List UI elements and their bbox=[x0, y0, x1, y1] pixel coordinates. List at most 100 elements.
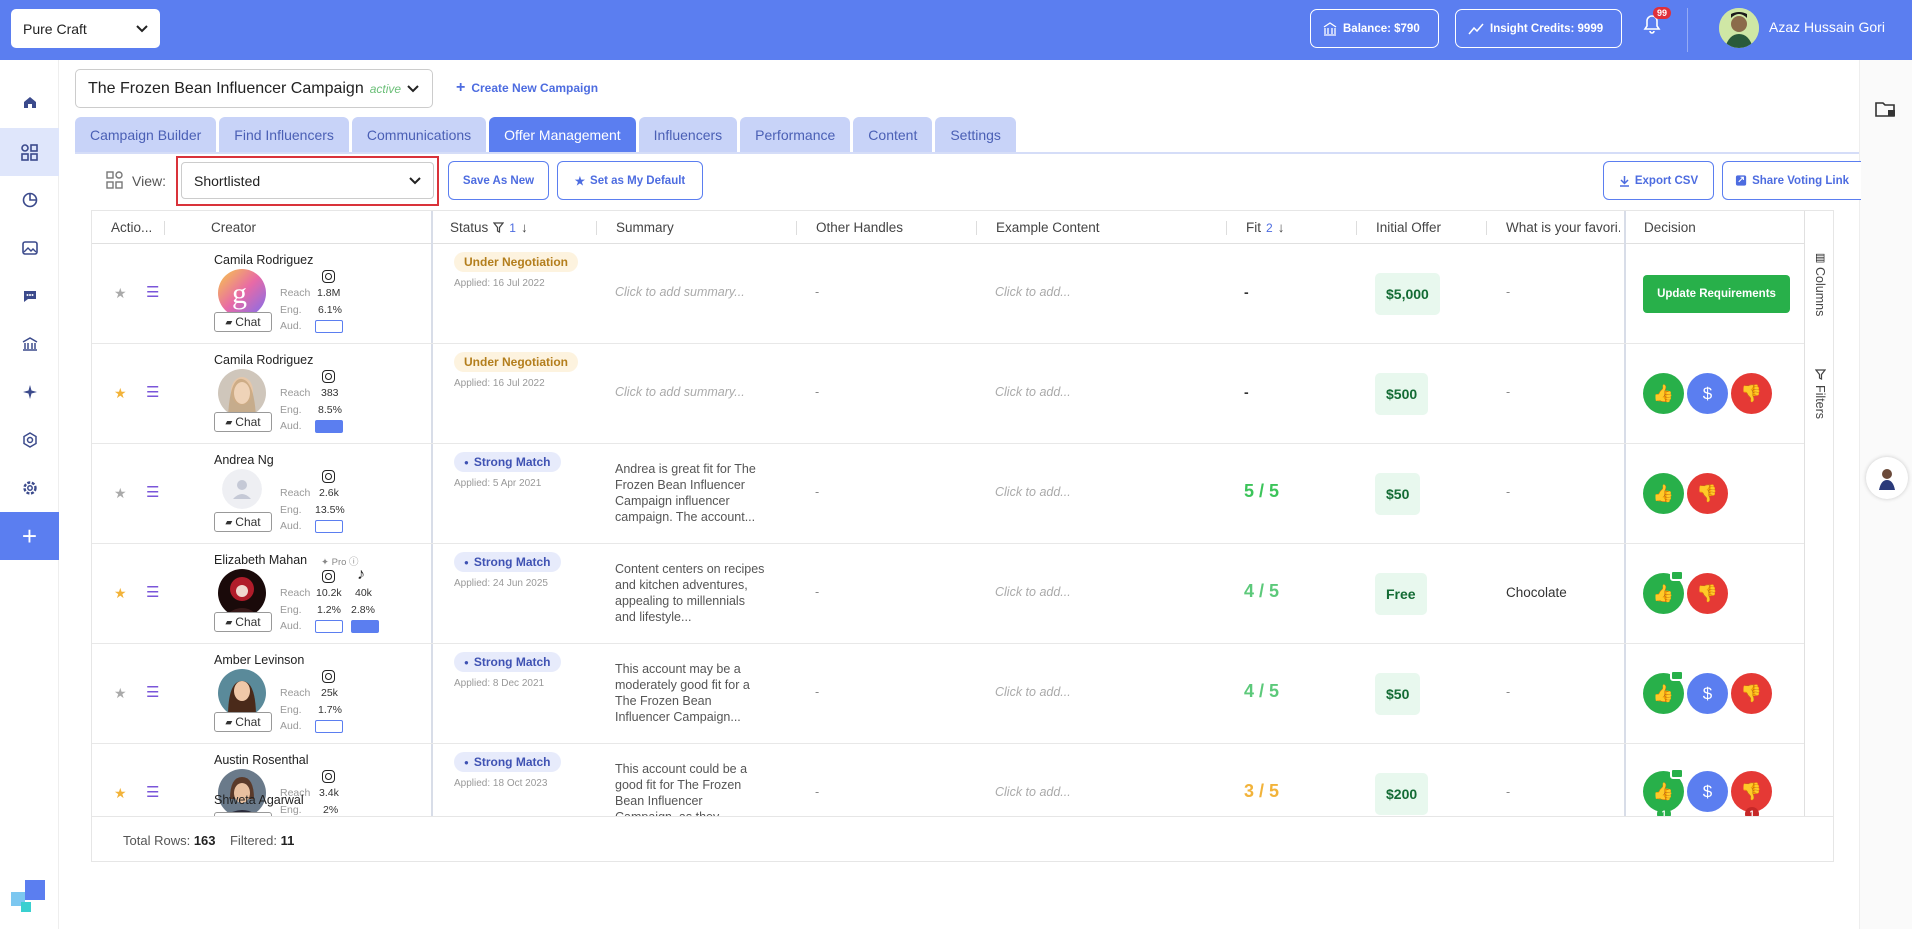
image-icon[interactable] bbox=[0, 224, 59, 272]
star-icon[interactable]: ★ bbox=[114, 485, 127, 501]
creator-name[interactable]: Amber Levinson bbox=[214, 653, 305, 667]
summary-placeholder[interactable]: Click to add summary... bbox=[615, 285, 745, 299]
audience-lock-icon[interactable] bbox=[315, 720, 343, 733]
instagram-icon[interactable] bbox=[322, 470, 335, 483]
dollar-icon[interactable]: $ bbox=[1687, 771, 1728, 812]
folder-lock-icon[interactable] bbox=[1875, 100, 1897, 123]
summary-placeholder[interactable]: Click to add summary... bbox=[615, 385, 745, 399]
creator-name[interactable]: Shweta Agarwal bbox=[214, 793, 304, 807]
tab-settings[interactable]: Settings bbox=[935, 117, 1016, 152]
pie-chart-icon[interactable] bbox=[0, 176, 59, 224]
chat-button[interactable]: ▰Chat bbox=[214, 612, 272, 632]
audience-chart-icon[interactable] bbox=[315, 420, 343, 433]
thumbs-down-icon[interactable]: 👎 bbox=[1687, 473, 1728, 514]
list-icon[interactable]: ☰ bbox=[146, 284, 160, 301]
tab-offer-management[interactable]: Offer Management bbox=[489, 117, 636, 152]
dashboard-icon[interactable] bbox=[0, 128, 59, 176]
tab-performance[interactable]: Performance bbox=[740, 117, 851, 152]
thumbs-down-icon[interactable]: 👎 bbox=[1731, 373, 1772, 414]
thumbs-up-icon[interactable]: 👍 bbox=[1643, 673, 1684, 714]
table-row[interactable]: ★ ☰ Elizabeth Mahan ✦ Pro ⓘ ▰ Chat ♪ Reac… bbox=[92, 544, 1804, 644]
update-requirements-button[interactable]: Update Requirements bbox=[1643, 275, 1790, 313]
table-row[interactable]: ★ ☰ Andrea Ng ▰ Chat Reach 2.6k Eng. 13.5… bbox=[92, 444, 1804, 544]
hexagon-icon[interactable] bbox=[0, 416, 59, 464]
example-content-placeholder[interactable]: Click to add... bbox=[995, 385, 1071, 399]
offer-badge[interactable]: $500 bbox=[1375, 373, 1429, 415]
create-campaign-button[interactable]: + Create New Campaign bbox=[456, 79, 598, 97]
chat-icon[interactable] bbox=[0, 272, 59, 320]
star-icon[interactable]: ★ bbox=[114, 585, 127, 601]
chat-button[interactable]: ▰Chat bbox=[214, 512, 272, 532]
table-row[interactable]: ★ ☰ Camila Rodriguez g ▰ Chat Reach 1.8M … bbox=[92, 244, 1804, 344]
offer-badge[interactable]: $5,000 bbox=[1375, 273, 1440, 315]
gear-icon[interactable] bbox=[0, 464, 59, 512]
bank-icon[interactable] bbox=[0, 320, 59, 368]
tab-campaign-builder[interactable]: Campaign Builder bbox=[75, 117, 217, 152]
star-icon[interactable]: ★ bbox=[114, 285, 127, 301]
instagram-icon[interactable] bbox=[322, 270, 335, 283]
balance-button[interactable]: Balance: $790 bbox=[1310, 9, 1439, 48]
chat-button[interactable]: ▰Chat bbox=[214, 712, 272, 732]
creator-name[interactable]: Elizabeth Mahan bbox=[214, 553, 308, 567]
audience-lock-icon[interactable] bbox=[315, 520, 343, 533]
add-icon[interactable]: + bbox=[0, 512, 59, 560]
thumbs-up-icon[interactable]: 👍 bbox=[1643, 573, 1684, 614]
summary-text[interactable]: Andrea is great fit for The Frozen Bean … bbox=[615, 462, 756, 524]
instagram-icon[interactable] bbox=[322, 770, 335, 783]
creator-name[interactable]: Andrea Ng bbox=[214, 453, 274, 467]
chat-button[interactable]: ▰Chat bbox=[214, 312, 272, 332]
column-decision[interactable]: Decision bbox=[1644, 220, 1696, 235]
offer-badge[interactable]: $50 bbox=[1375, 473, 1421, 515]
tab-find-influencers[interactable]: Find Influencers bbox=[219, 117, 349, 152]
example-content-placeholder[interactable]: Click to add... bbox=[995, 585, 1071, 599]
insight-credits-button[interactable]: Insight Credits: 9999 bbox=[1455, 9, 1622, 48]
user-avatar[interactable] bbox=[1719, 8, 1759, 48]
campaign-select[interactable]: The Frozen Bean Influencer Campaign acti… bbox=[75, 69, 433, 108]
dollar-icon[interactable]: $ bbox=[1687, 673, 1728, 714]
save-as-new-button[interactable]: Save As New bbox=[448, 161, 549, 200]
column-creator[interactable]: Creator bbox=[211, 220, 257, 235]
table-row[interactable]: ★ ☰ Camila Rodriguez ▰ Chat Reach 383 Eng… bbox=[92, 344, 1804, 444]
audience-lock-icon[interactable] bbox=[315, 320, 343, 333]
star-icon[interactable]: ★ bbox=[114, 385, 127, 401]
table-row[interactable]: ★ ☰ Austin Rosenthal ▰Chat Reach 3.4k En… bbox=[92, 744, 1804, 844]
offer-badge[interactable]: Free bbox=[1375, 573, 1427, 615]
thumbs-down-icon[interactable]: 👎 bbox=[1687, 573, 1728, 614]
summary-text[interactable]: This account may be a moderately good fi… bbox=[615, 662, 750, 724]
sparkle-icon[interactable] bbox=[0, 368, 59, 416]
creator-name[interactable]: Camila Rodriguez bbox=[214, 353, 314, 367]
tab-influencers[interactable]: Influencers bbox=[638, 117, 738, 152]
list-icon[interactable]: ☰ bbox=[146, 384, 160, 401]
audience-chart-icon[interactable] bbox=[351, 620, 379, 633]
example-content-placeholder[interactable]: Click to add... bbox=[995, 785, 1071, 799]
tab-communications[interactable]: Communications bbox=[351, 117, 487, 152]
list-icon[interactable]: ☰ bbox=[146, 484, 160, 501]
star-icon[interactable]: ★ bbox=[114, 685, 127, 701]
summary-text[interactable]: Content centers on recipes and kitchen a… bbox=[615, 562, 765, 624]
thumbs-up-icon[interactable]: 👍 bbox=[1643, 473, 1684, 514]
column-status[interactable]: Status 1 ↓ bbox=[450, 220, 528, 235]
set-default-button[interactable]: ★ Set as My Default bbox=[557, 161, 703, 200]
chat-button[interactable]: ▰Chat bbox=[214, 412, 272, 432]
audience-lock-icon[interactable] bbox=[315, 620, 343, 633]
offer-badge[interactable]: $50 bbox=[1375, 673, 1421, 715]
export-csv-button[interactable]: Export CSV bbox=[1603, 161, 1714, 200]
instagram-icon[interactable] bbox=[322, 570, 335, 583]
thumbs-up-icon[interactable]: 👍 bbox=[1643, 373, 1684, 414]
creator-name[interactable]: Camila Rodriguez bbox=[214, 253, 314, 267]
view-select[interactable]: Shortlisted bbox=[181, 162, 434, 199]
column-summary[interactable]: Summary bbox=[616, 220, 674, 235]
thumbs-down-icon[interactable]: 👎 bbox=[1731, 771, 1772, 812]
example-content-placeholder[interactable]: Click to add... bbox=[995, 285, 1071, 299]
assistant-avatar[interactable] bbox=[1866, 457, 1908, 499]
dollar-icon[interactable]: $ bbox=[1687, 373, 1728, 414]
star-icon[interactable]: ★ bbox=[114, 785, 127, 801]
tab-content[interactable]: Content bbox=[853, 117, 933, 152]
thumbs-down-icon[interactable]: 👎 bbox=[1731, 673, 1772, 714]
brand-select[interactable]: Pure Craft bbox=[11, 9, 160, 48]
table-row[interactable]: ★ ☰ Amber Levinson ▰ Chat Reach 25k Eng. … bbox=[92, 644, 1804, 744]
tiktok-icon[interactable]: ♪ bbox=[357, 566, 365, 583]
share-voting-button[interactable]: Share Voting Link bbox=[1722, 161, 1861, 200]
column-actions[interactable]: Actio... bbox=[111, 220, 153, 235]
list-icon[interactable]: ☰ bbox=[146, 684, 160, 701]
